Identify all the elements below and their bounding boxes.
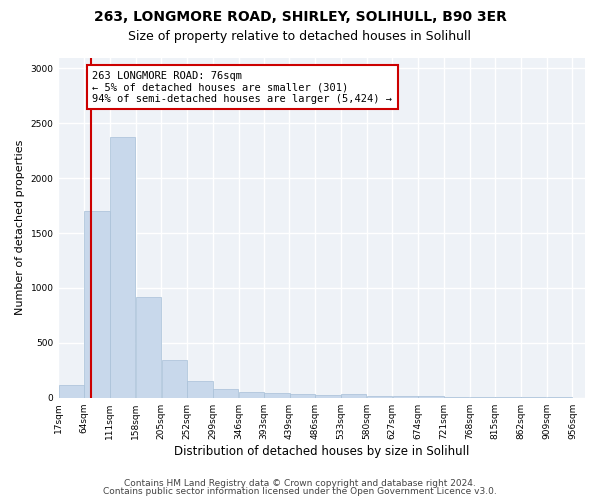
Bar [367,396,392,398]
Bar [496,397,521,398]
Text: Contains HM Land Registry data © Crown copyright and database right 2024.: Contains HM Land Registry data © Crown c… [124,478,476,488]
Y-axis label: Number of detached properties: Number of detached properties [15,140,25,316]
Bar [444,396,469,398]
Bar [85,211,110,398]
Bar [136,296,161,398]
Bar [239,392,264,398]
Bar [213,389,238,398]
Text: Size of property relative to detached houses in Solihull: Size of property relative to detached ho… [128,30,472,43]
Bar [265,394,290,398]
Bar [187,380,212,398]
Bar [161,360,187,398]
Bar [110,136,136,398]
Text: 263, LONGMORE ROAD, SHIRLEY, SOLIHULL, B90 3ER: 263, LONGMORE ROAD, SHIRLEY, SOLIHULL, B… [94,10,506,24]
Bar [470,397,495,398]
Text: 263 LONGMORE ROAD: 76sqm
← 5% of detached houses are smaller (301)
94% of semi-d: 263 LONGMORE ROAD: 76sqm ← 5% of detache… [92,70,392,104]
Bar [341,394,367,398]
Bar [418,396,443,398]
Bar [316,395,341,398]
Bar [392,396,418,398]
Bar [290,394,315,398]
X-axis label: Distribution of detached houses by size in Solihull: Distribution of detached houses by size … [174,444,469,458]
Bar [59,384,84,398]
Text: Contains public sector information licensed under the Open Government Licence v3: Contains public sector information licen… [103,487,497,496]
